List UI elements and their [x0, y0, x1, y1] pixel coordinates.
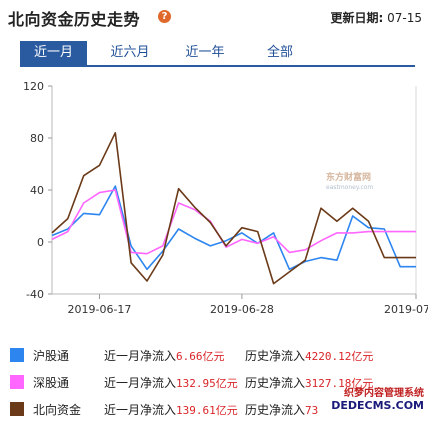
dedecms-watermark: 织梦内容管理系统 DEDECMS.COM — [331, 388, 424, 412]
chart-svg: -40 0 40 80 120 2019-06-17 2019-06-28 2019-07-1… — [23, 80, 428, 316]
series-line-0 — [51, 185, 416, 271]
series-swatch — [10, 348, 24, 362]
legend-row-sz: 深股通 近一月净流入132.95亿元 历史净流入3127.18亿元 — [0, 370, 428, 394]
x-tick-label: 2019-06-17 — [68, 303, 132, 316]
eastmoney-watermark: 东方财富网 eastmoney.com — [326, 173, 373, 193]
y-tick-label: 80 — [30, 132, 44, 145]
series-name: 深股通 — [33, 376, 70, 390]
y-tick-label: -40 — [26, 288, 44, 301]
month-inflow-value: 6.66亿元 — [176, 350, 225, 363]
hist-inflow-value: 4220.12亿元 — [305, 350, 374, 363]
update-value: 07-15 — [387, 11, 422, 25]
legend-row-sh: 沪股通 近一月净流入6.66亿元 历史净流入4220.12亿元 — [0, 343, 428, 367]
month-inflow-label: 近一月净流入 — [104, 349, 177, 363]
watermark-sub: eastmoney.com — [326, 184, 374, 191]
month-inflow-label: 近一月净流入 — [104, 403, 177, 417]
series-swatch — [10, 375, 24, 389]
series-line-1 — [51, 189, 416, 255]
hist-inflow: 历史净流入4220.12亿元 — [245, 347, 373, 364]
tab-1-month[interactable]: 近一月 — [20, 41, 87, 65]
y-tick-label: 40 — [30, 184, 44, 197]
period-tabs: 近一月 近六月 近一年 全部 — [20, 41, 415, 67]
hist-inflow-value: 3127.18亿元 — [305, 377, 374, 390]
month-inflow: 近一月净流入132.95亿元 — [104, 374, 238, 391]
month-inflow-label: 近一月净流入 — [104, 376, 177, 390]
month-inflow: 近一月净流入139.61亿元 — [104, 401, 238, 418]
tab-1-year[interactable]: 近一年 — [185, 45, 225, 60]
hist-inflow: 历史净流入73 — [245, 401, 318, 418]
update-label: 更新日期: — [330, 11, 384, 25]
tab-6-months[interactable]: 近六月 — [110, 45, 150, 60]
northbound-flow-chart: -40 0 40 80 120 2019-06-17 2019-06-28 2019-07-1… — [0, 72, 428, 327]
month-inflow: 近一月净流入6.66亿元 — [104, 347, 225, 364]
tab-all[interactable]: 全部 — [266, 45, 293, 60]
hist-inflow-value: 73 — [305, 404, 319, 417]
hist-inflow: 历史净流入3127.18亿元 — [245, 374, 373, 391]
y-tick-label: 0 — [37, 236, 44, 249]
month-inflow-value: 139.61亿元 — [176, 404, 238, 417]
series-name: 北向资金 — [33, 403, 82, 417]
watermark-line1: 织梦内容管理系统 — [344, 388, 424, 399]
legend-table: 沪股通 近一月净流入6.66亿元 历史净流入4220.12亿元 深股通 近一月净… — [0, 340, 428, 423]
page-title: 北向资金历史走势 — [8, 10, 141, 29]
month-inflow-value: 132.95亿元 — [176, 377, 238, 390]
x-tick-label: 2019-07-15 — [384, 303, 428, 316]
hist-inflow-label: 历史净流入 — [245, 349, 306, 363]
series-name: 沪股通 — [33, 349, 70, 363]
chart-header: 北向资金历史走势 ? 更新日期: 07-15 — [0, 0, 428, 34]
watermark-text: 东方财富网 — [326, 173, 372, 183]
hist-inflow-label: 历史净流入 — [245, 376, 306, 390]
hist-inflow-label: 历史净流入 — [245, 403, 306, 417]
update-date: 更新日期: 07-15 — [330, 9, 422, 26]
y-tick-label: 120 — [23, 80, 44, 93]
series-swatch — [10, 402, 24, 416]
watermark-line2: DEDECMS.COM — [331, 399, 424, 412]
series-line-2 — [51, 131, 416, 285]
legend-row-north: 北向资金 近一月净流入139.61亿元 历史净流入73 — [0, 397, 428, 421]
help-icon[interactable]: ? — [158, 10, 171, 23]
x-tick-label: 2019-06-28 — [210, 303, 274, 316]
